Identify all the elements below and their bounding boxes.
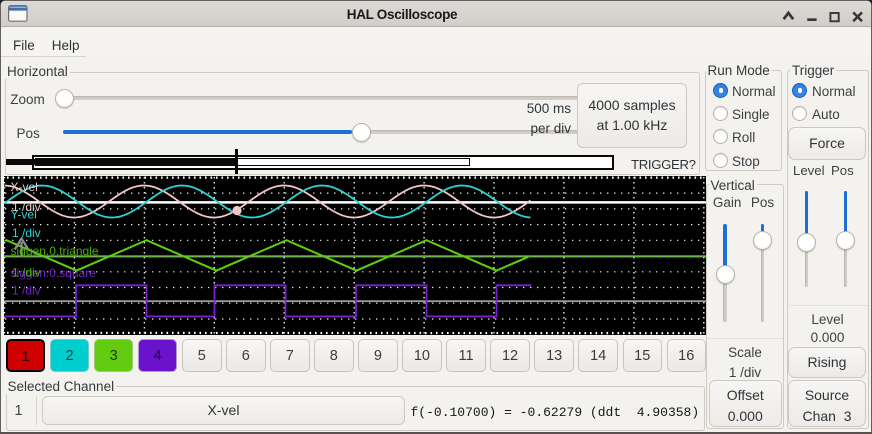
- svg-text:siggen.0.triangle: siggen.0.triangle: [11, 244, 99, 258]
- svg-text:1 /div: 1 /div: [12, 200, 41, 214]
- svg-text:1 /div: 1 /div: [12, 266, 41, 280]
- svg-text:1 /div: 1 /div: [12, 226, 41, 240]
- svg-text:siggen.0.square: siggen.0.square: [11, 266, 97, 280]
- svg-text:Y-vel: Y-vel: [11, 208, 37, 222]
- svg-text:X-vel: X-vel: [11, 180, 38, 194]
- svg-text:1 /div: 1 /div: [12, 284, 41, 298]
